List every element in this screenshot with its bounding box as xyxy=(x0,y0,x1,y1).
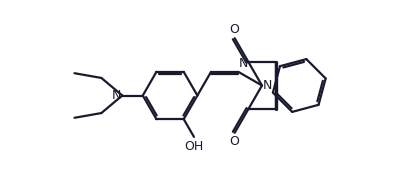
Text: OH: OH xyxy=(184,140,203,153)
Text: N: N xyxy=(262,79,272,92)
Text: O: O xyxy=(230,23,240,36)
Text: N: N xyxy=(111,89,121,102)
Text: N: N xyxy=(239,57,248,70)
Text: O: O xyxy=(230,135,240,148)
